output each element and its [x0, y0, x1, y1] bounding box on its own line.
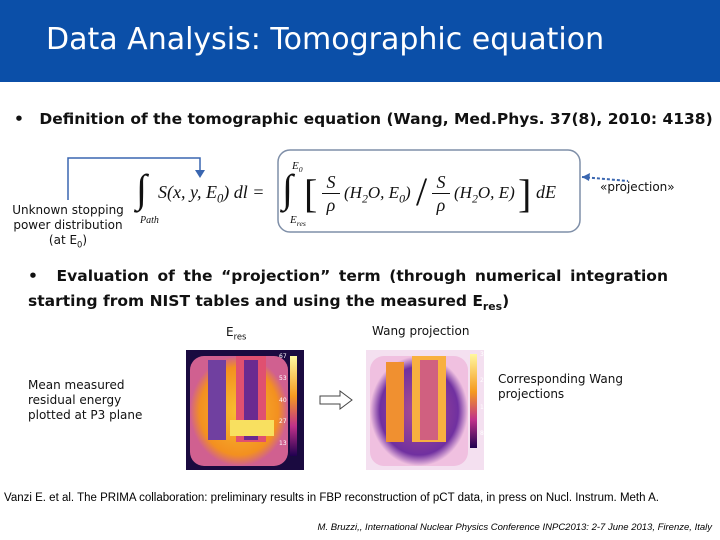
integral-domain: Path	[140, 215, 159, 226]
left-image	[186, 350, 304, 470]
eq-sub: 0	[216, 191, 224, 206]
figure-caption: Mean measured residual energy plotted at…	[28, 378, 143, 422]
figure-caption: Corresponding Wang projections	[498, 372, 623, 401]
upper-limit: E0	[292, 160, 303, 174]
eq-text: S(x, y, E	[158, 182, 217, 202]
denominator: ρ	[436, 195, 446, 215]
projection-label: «projection»	[600, 180, 675, 194]
differential: dE	[536, 182, 556, 202]
label-sub: 0	[77, 239, 83, 250]
bracket: [	[304, 171, 318, 216]
arrow-head	[195, 170, 205, 178]
pointer	[581, 176, 629, 182]
eq-text: (H	[454, 183, 472, 202]
header-bar	[0, 0, 720, 82]
label-text: E	[226, 325, 234, 339]
arrow	[319, 390, 353, 410]
equation-box	[277, 149, 581, 233]
eq-sub: 2	[471, 191, 478, 206]
label-text: (at E	[48, 233, 78, 247]
arrow-head	[582, 173, 590, 181]
connector	[67, 157, 201, 200]
label-line: (at E0)	[6, 233, 130, 252]
divide: /	[416, 169, 428, 214]
label-sub: res	[233, 331, 247, 342]
bullet: • Definition of the tomographic equation…	[14, 110, 713, 128]
eq-text: O, E	[367, 183, 400, 202]
footer: M. Bruzzi,, International Nuclear Physic…	[317, 522, 712, 533]
integral: ∫	[136, 166, 147, 211]
colorbar-tick-label: 13	[279, 440, 287, 447]
colorbar-tick-label: 8	[480, 430, 484, 437]
figure-label: Eres	[226, 325, 246, 344]
unknown-label: Unknown stopping power distribution (at …	[6, 203, 130, 252]
reference: Vanzi E. et al. The PRIMA collaboration:…	[4, 492, 659, 504]
eq-sub: 2	[361, 191, 368, 206]
colorbar-tick-label: 40	[279, 396, 287, 404]
eq-text: E	[290, 214, 297, 226]
colorbar-tick-label: 15	[480, 403, 488, 411]
equation-lhs: S(x, y, E0) dl =	[158, 182, 264, 207]
right-image	[366, 350, 484, 470]
denominator: ρ	[326, 195, 336, 215]
bullet-text: Definition of the tomographic equation (…	[39, 110, 713, 128]
lower-limit: Eres	[290, 214, 306, 228]
title: Data Analysis: Tomographic equation	[46, 22, 605, 57]
label-text: )	[82, 233, 88, 247]
bullet-marker: •	[14, 110, 24, 128]
colorbar-tick-label: 27	[279, 418, 287, 426]
argument: (H2O, E)	[454, 183, 515, 206]
bullet-marker: •	[28, 267, 38, 285]
eq-text: ) dl =	[223, 182, 265, 202]
eq-text: O, E)	[477, 183, 515, 202]
bullet: • Evaluation of the “projection” term (t…	[28, 264, 668, 319]
bracket: ]	[518, 171, 532, 216]
label-line: Unknown stopping	[12, 203, 124, 217]
bullet-text: )	[502, 292, 510, 310]
figure-label: Wang projection	[372, 324, 470, 338]
argument: (H2O, E0)	[344, 183, 411, 206]
colorbar-tick-label: 53	[279, 374, 287, 382]
numerator: S	[322, 172, 340, 194]
bullet-text: Evaluation of the “projection” term (thr…	[28, 267, 668, 310]
eq-text: )	[405, 183, 411, 202]
label-line: power distribution	[13, 218, 123, 232]
eq-text: E	[292, 160, 299, 172]
integral: ∫	[282, 166, 293, 211]
eq-sub: 0	[298, 165, 303, 175]
colorbar-tick-label: 25	[480, 377, 488, 385]
bullet-sub: res	[482, 300, 503, 314]
eq-text: (H	[344, 183, 362, 202]
eq-sub: res	[296, 219, 306, 229]
numerator: S	[432, 172, 450, 194]
eq-sub: 0	[399, 191, 406, 206]
colorbar-tick-label: 33	[480, 351, 488, 358]
colorbar-tick-label: 67	[279, 353, 287, 360]
